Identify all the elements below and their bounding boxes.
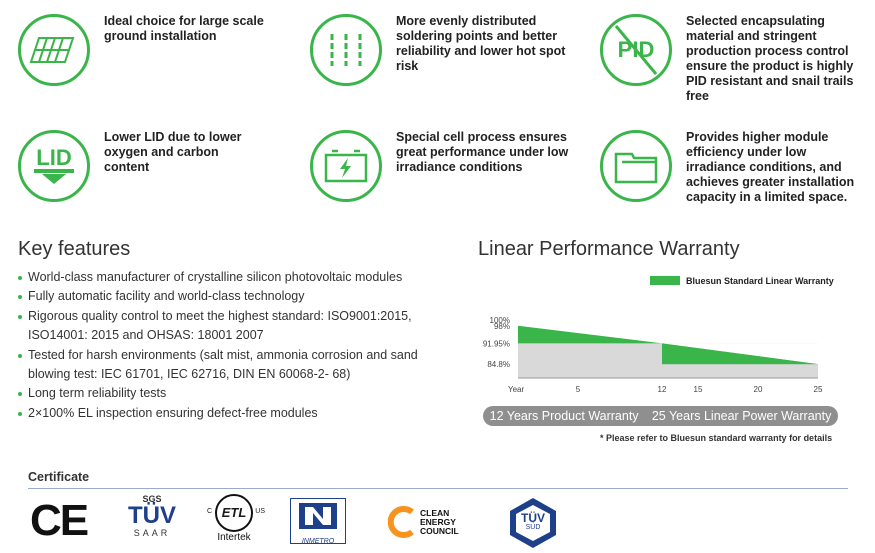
x-tick-label: 5 (576, 385, 581, 394)
y-tick-label: 100% (490, 316, 510, 325)
lid-label: LID (36, 145, 72, 170)
feature-lid: LID Lower LID due to lower oxygen and ca… (18, 130, 264, 202)
series-area-mask (662, 343, 818, 365)
feature-efficiency: Provides higher module efficiency under … (600, 130, 866, 205)
feature-text: Selected encapsulating material and stri… (686, 14, 854, 103)
certificate-title: Certificate (28, 470, 90, 484)
feature-text: Lower LID due to lower oxygen and carbon… (104, 130, 242, 174)
down-arrow-icon (34, 169, 74, 184)
list-item: Long term reliability tests (18, 384, 458, 403)
feature-text: Provides higher module efficiency under … (686, 130, 855, 204)
pid-icon: PID (600, 14, 672, 86)
list-item: Fully automatic facility and world-class… (18, 287, 458, 306)
warranty-note: * Please refer to Bluesun standard warra… (600, 433, 833, 443)
warranty-chart: Bluesun Standard Linear Warranty 100%98% 9… (483, 276, 834, 394)
inmetro-logo: INMETRO (290, 498, 346, 545)
list-item: Tested for harsh environments (salt mist… (18, 346, 458, 385)
pill-right: 25 Years Linear Power Warranty (651, 409, 832, 423)
tuv-sud-sub: SÜD (525, 524, 541, 531)
lid-icon: LID (18, 130, 90, 202)
x-tick-label: 12 (658, 385, 667, 394)
key-features-title: Key features (18, 238, 131, 260)
legend-swatch (650, 276, 680, 285)
tuv-saar-logo: SGS TÜV SAAR (124, 494, 180, 548)
etl-bottom: Intertek (217, 532, 251, 543)
y-tick-label: 84.8% (487, 360, 510, 369)
cec-line: COUNCIL (420, 525, 459, 536)
legend-label: Bluesun Standard Linear Warranty (686, 276, 834, 286)
battery-icon (310, 130, 382, 202)
feature-cell-process: Special cell process ensures great perfo… (310, 130, 572, 202)
x-axis-label: Year (508, 385, 525, 394)
feature-text: Ideal choice for large scale ground inst… (104, 14, 264, 43)
solder-lines-icon (310, 14, 382, 86)
pill-left: 12 Years Product Warranty (489, 409, 639, 423)
list-item: 2×100% EL inspection ensuring defect-fre… (18, 404, 458, 423)
x-tick-label: 15 (694, 385, 703, 394)
etl-c: C (207, 508, 213, 515)
divider (28, 488, 848, 489)
list-item: World-class manufacturer of crystalline … (18, 268, 458, 287)
tuv-sud-logo: TÜV SÜD (506, 496, 560, 550)
panels-icon (18, 14, 90, 86)
tuv-sud-main: TÜV (521, 511, 545, 525)
inmetro-label: INMETRO (301, 538, 335, 545)
list-item: Rigorous quality control to meet the hig… (18, 307, 458, 346)
ce-mark: CE (30, 496, 89, 545)
key-features-list: World-class manufacturer of crystalline … (18, 268, 458, 423)
etl-us: US (255, 508, 265, 515)
tuv-saar-main: TÜV (128, 502, 176, 529)
module-stack-icon (600, 130, 672, 202)
ce-logo: CE (30, 496, 94, 546)
feature-pid: PID Selected encapsulating material and … (600, 14, 856, 104)
y-tick-label: 91.95% (483, 339, 510, 348)
feature-text: Special cell process ensures great perfo… (396, 130, 569, 174)
series-area (518, 325, 662, 344)
feature-text: More evenly distributed soldering points… (396, 14, 566, 73)
etl-logo: ETL C US Intertek (206, 494, 265, 550)
x-tick-label: 25 (814, 385, 823, 394)
x-tick-label: 20 (754, 385, 763, 394)
feature-soldering: More evenly distributed soldering points… (310, 14, 572, 86)
tuv-saar-bottom: SAAR (133, 528, 171, 538)
y-tick-label: 98% (494, 322, 510, 331)
warranty-title: Linear Performance Warranty (478, 238, 740, 260)
clean-energy-council-logo: CLEAN ENERGY COUNCIL (388, 500, 478, 544)
warranty-pill: 12 Years Product Warranty 25 Years Linea… (483, 406, 838, 426)
etl-mark: ETL (221, 505, 247, 520)
cec-line: ENERGY (420, 516, 456, 527)
cec-line: CLEAN (420, 507, 450, 518)
tuv-saar-top: SGS (142, 494, 162, 504)
feature-large-scale: Ideal choice for large scale ground inst… (18, 14, 264, 86)
